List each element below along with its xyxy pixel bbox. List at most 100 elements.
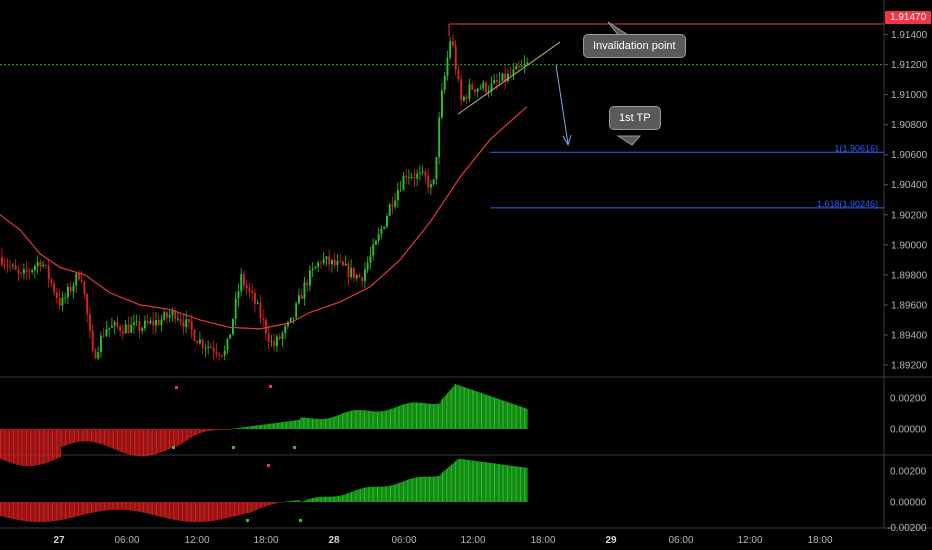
x-tick-label: 28 — [328, 535, 340, 546]
histogram-bar — [39, 429, 40, 465]
histogram-bar — [162, 502, 164, 518]
histogram-bar — [0, 502, 1, 516]
candle-body — [91, 330, 94, 351]
histogram-bar — [306, 417, 308, 429]
histogram-bar — [278, 422, 280, 429]
candle-body — [146, 320, 149, 324]
histogram-bar — [91, 429, 92, 442]
histogram-bar — [59, 502, 61, 521]
histogram-bar — [338, 495, 339, 502]
histogram-bar — [240, 427, 242, 429]
histogram-bar — [31, 429, 33, 467]
histogram-bar — [300, 502, 302, 503]
candle-body — [166, 312, 168, 318]
candle-body — [119, 326, 122, 332]
histogram-bar — [175, 429, 177, 447]
histogram-bar — [314, 497, 316, 502]
histogram-bar — [115, 502, 117, 510]
histogram-bar — [161, 502, 163, 517]
histogram-bar — [247, 502, 248, 514]
histogram-bar — [109, 429, 111, 448]
histogram-bar — [317, 497, 319, 502]
candle-body — [289, 317, 292, 322]
histogram-bar — [175, 502, 177, 521]
histogram-bar — [232, 502, 234, 517]
histogram-bar — [63, 502, 65, 520]
histogram-bar — [313, 497, 315, 502]
histogram-bar — [14, 502, 16, 520]
y-tick-label: 1.89400 — [891, 330, 928, 341]
candle-body — [457, 69, 460, 80]
time-axis: 27 06:00 12:00 18:00 28 06:00 12:00 18:00 29 06:0… — [53, 535, 833, 546]
histogram-bar — [193, 502, 195, 523]
candle-body — [465, 96, 468, 99]
y-tick-label: 1.91400 — [891, 30, 928, 41]
histogram-bar — [481, 393, 482, 429]
histogram-bar — [358, 409, 360, 429]
histogram-bar — [522, 407, 524, 429]
histogram-bar — [387, 486, 389, 502]
histogram-bar — [521, 406, 523, 429]
histogram-bar — [525, 408, 527, 429]
histogram-bar — [275, 502, 277, 504]
histogram-bar — [513, 466, 515, 502]
x-tick-label: 12:00 — [460, 535, 485, 546]
histogram-bar — [94, 429, 96, 443]
histogram-bar — [210, 502, 212, 522]
histogram-bar — [35, 502, 37, 523]
histogram-bar — [283, 501, 285, 503]
histogram-bar — [187, 502, 189, 522]
histogram-bar — [305, 500, 307, 502]
histogram-bar — [235, 502, 237, 517]
histogram-bar — [254, 425, 256, 429]
candle-body — [50, 279, 53, 284]
histogram-bar — [97, 502, 99, 512]
histogram-bar — [57, 502, 59, 521]
candle-body — [100, 335, 102, 353]
histogram-bar — [221, 429, 222, 430]
histogram-bar — [145, 502, 147, 514]
histogram-bar — [436, 403, 438, 429]
histogram-bar — [61, 429, 63, 447]
histogram-bar — [325, 496, 326, 502]
histogram-bar — [59, 429, 61, 458]
histogram-bar — [387, 409, 389, 429]
histogram-bar — [390, 409, 391, 429]
histogram-bar — [423, 476, 425, 502]
histogram-bar — [429, 476, 430, 502]
histogram-bar — [83, 429, 85, 442]
histogram-bar — [191, 502, 193, 523]
histogram-bar — [408, 479, 410, 502]
y-tick-label: 1.89800 — [891, 270, 928, 281]
candle-body — [135, 321, 138, 323]
x-tick-label: 06:00 — [668, 535, 693, 546]
histogram-bar — [55, 429, 57, 460]
histogram-bar — [442, 472, 443, 502]
histogram-bar — [434, 403, 436, 429]
histogram-bar — [418, 476, 420, 502]
histogram-bar — [314, 418, 316, 429]
histogram-bar — [496, 463, 498, 502]
candle-body — [155, 320, 157, 326]
candle-body — [237, 291, 240, 299]
histogram-bar — [150, 502, 152, 515]
histogram-bar — [318, 496, 320, 502]
histogram-bar — [141, 502, 143, 513]
histogram-bar — [309, 498, 311, 502]
histogram-bar — [490, 396, 492, 429]
histogram-bar — [152, 429, 154, 455]
histogram-bar — [257, 425, 259, 429]
histogram-bar — [510, 403, 512, 429]
histogram-bar — [252, 426, 254, 429]
histogram-bar — [230, 502, 232, 518]
histogram-bar — [293, 420, 295, 429]
histogram-bar — [72, 502, 74, 518]
histogram-bar — [109, 502, 111, 511]
histogram-bar — [503, 400, 505, 429]
histogram-bar — [3, 429, 5, 461]
histogram-bar — [357, 489, 359, 502]
histogram-bar — [88, 429, 90, 442]
histogram-bar — [256, 502, 258, 510]
histogram-bar — [131, 502, 133, 511]
